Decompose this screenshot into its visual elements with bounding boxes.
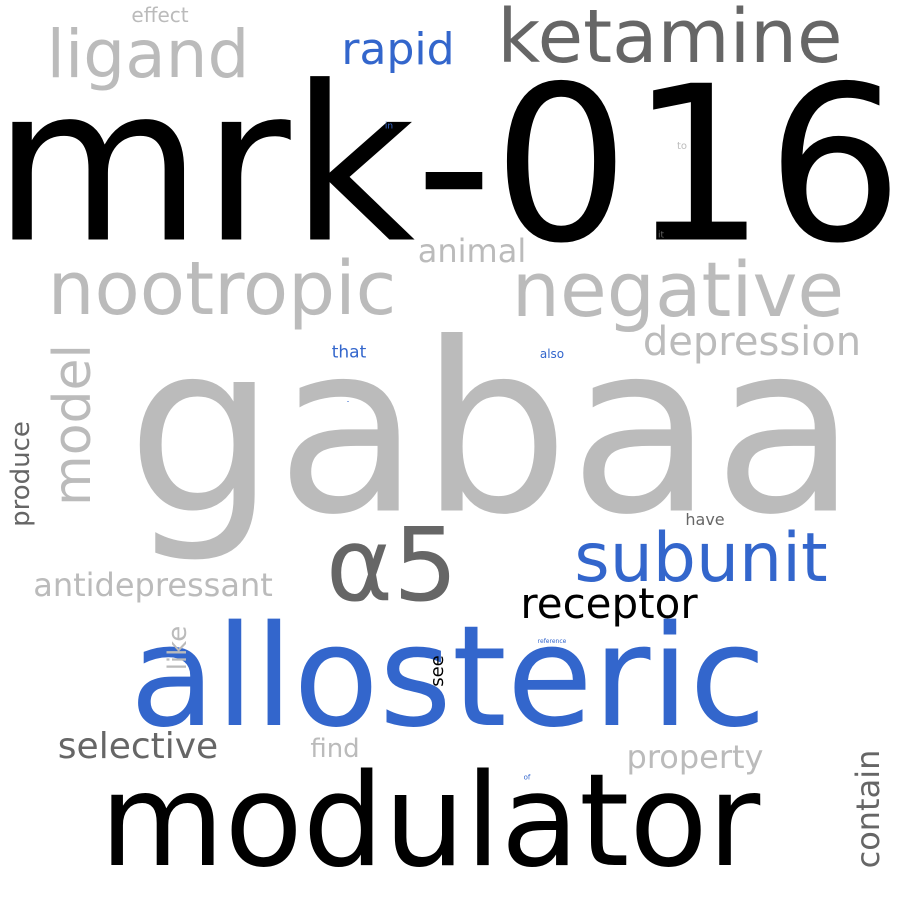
word-contain: contain bbox=[849, 749, 887, 869]
word-that: that bbox=[331, 342, 367, 363]
word-it: it bbox=[657, 230, 665, 241]
word-alpha5: α5 bbox=[325, 506, 459, 625]
word-ketamine: ketamine bbox=[497, 0, 843, 80]
word-nootropic: nootropic bbox=[47, 246, 397, 332]
word-reference: reference bbox=[537, 638, 567, 645]
word-subunit: subunit bbox=[574, 519, 828, 598]
word-mrk-016: mrk-016 bbox=[0, 39, 900, 291]
word-rapid: rapid bbox=[341, 24, 455, 75]
word-selective: selective bbox=[57, 726, 219, 767]
word-antidepressant: antidepressant bbox=[33, 566, 273, 604]
word-animal: animal bbox=[417, 232, 527, 270]
word-ligand: ligand bbox=[46, 16, 250, 93]
word-hyphen: - bbox=[346, 397, 350, 406]
word-property: property bbox=[626, 738, 764, 776]
word-like: like bbox=[163, 625, 193, 671]
word-find: find bbox=[310, 734, 360, 764]
word-gabaa: gabaa bbox=[126, 293, 858, 567]
word-of: of bbox=[523, 773, 531, 782]
word-model: model bbox=[43, 344, 103, 506]
word-produce: produce bbox=[6, 421, 36, 527]
word-also: also bbox=[539, 347, 565, 361]
word-have: have bbox=[685, 510, 725, 529]
word-to: to bbox=[676, 141, 688, 152]
word-depression: depression bbox=[642, 319, 862, 365]
word-effect: effect bbox=[131, 3, 189, 27]
word-modulator: modulator bbox=[99, 747, 761, 896]
word-allosteric: allosteric bbox=[129, 596, 767, 759]
word-receptor: receptor bbox=[520, 579, 698, 628]
word-see: see bbox=[427, 655, 448, 687]
word-in: in bbox=[384, 121, 394, 132]
word-negative: negative bbox=[511, 245, 845, 334]
